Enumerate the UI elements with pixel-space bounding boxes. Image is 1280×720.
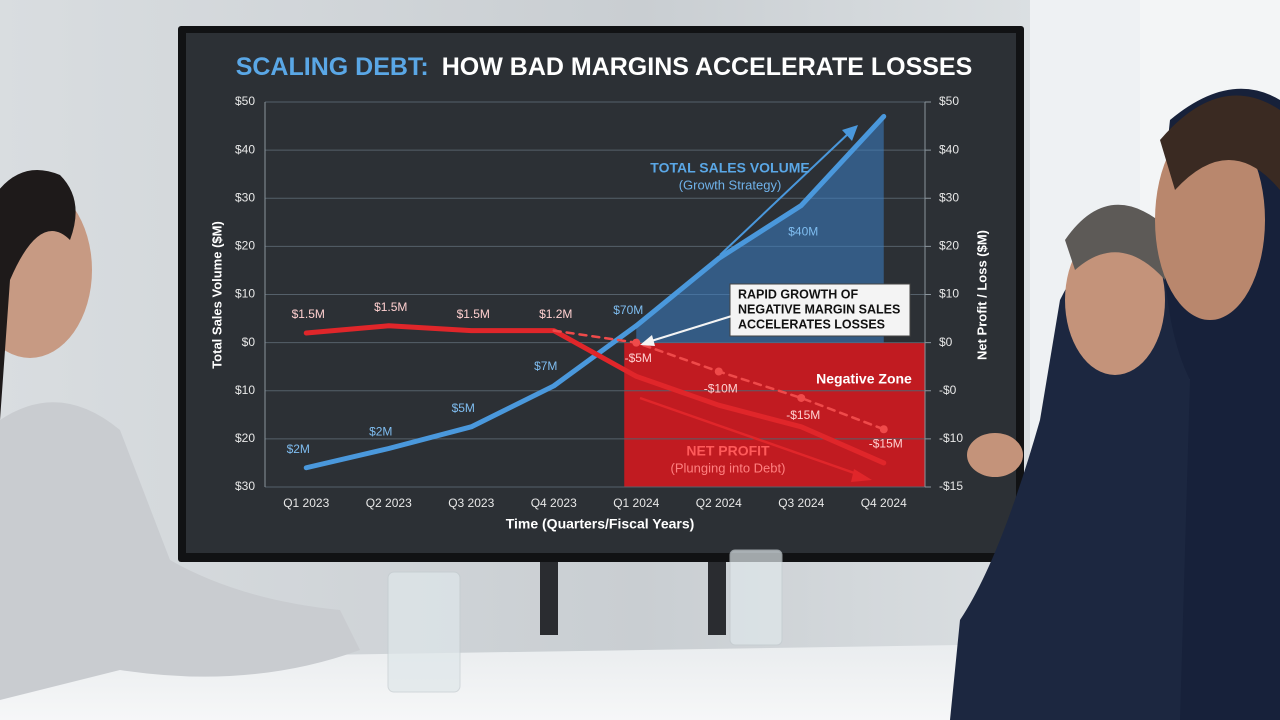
y2-tick-label: $10 bbox=[939, 287, 959, 301]
data-label: $2M bbox=[369, 425, 392, 439]
y-tick-label: $10 bbox=[235, 287, 255, 301]
y2-tick-label: $50 bbox=[939, 94, 959, 108]
sales-arrowhead bbox=[842, 125, 858, 141]
data-label: $40M bbox=[788, 225, 818, 239]
data-label: $70M bbox=[613, 303, 643, 317]
x-tick-label: Q3 2024 bbox=[778, 496, 824, 510]
x-tick-label: Q2 2023 bbox=[366, 496, 412, 510]
y2-tick-label: -$10 bbox=[939, 431, 963, 445]
data-label: -$10M bbox=[704, 382, 738, 396]
series-note: (Growth Strategy) bbox=[679, 177, 782, 192]
point bbox=[797, 393, 806, 402]
person-right-face bbox=[1065, 225, 1165, 375]
data-label: -$15M bbox=[869, 436, 903, 450]
callout-text: ACCELERATES LOSSES bbox=[738, 317, 885, 331]
y-tick-label: $20 bbox=[235, 239, 255, 253]
y2-axis-label: Net Profit / Loss ($M) bbox=[974, 230, 989, 360]
data-label: -$15M bbox=[786, 408, 820, 422]
person-far-right-hair bbox=[1160, 95, 1280, 190]
glass bbox=[729, 549, 783, 646]
stand bbox=[708, 555, 726, 635]
data-label: $1.5M bbox=[374, 300, 407, 314]
sales-arrow bbox=[719, 131, 851, 256]
series-name: TOTAL SALES VOLUME bbox=[650, 160, 809, 176]
data-label: -$5M bbox=[625, 351, 652, 365]
title-rest: HOW BAD MARGINS ACCELERATE LOSSES bbox=[442, 53, 973, 81]
point bbox=[879, 425, 888, 434]
y2-tick-label: $20 bbox=[939, 239, 959, 253]
data-label: $1.5M bbox=[292, 307, 325, 321]
loss-arrowhead bbox=[851, 469, 872, 482]
glass bbox=[387, 571, 461, 693]
line bbox=[303, 323, 887, 466]
person-left-body bbox=[0, 402, 360, 700]
data-label: $1.2M bbox=[539, 307, 572, 321]
chart: SCALING DEBT: HOW BAD MARGINS ACCELERATE… bbox=[209, 53, 989, 532]
callout-text: RAPID GROWTH OF bbox=[738, 287, 858, 301]
person-left-hair bbox=[0, 170, 76, 420]
callout-box bbox=[729, 283, 911, 337]
chart-title: SCALING DEBT: HOW BAD MARGINS ACCELERATE… bbox=[236, 53, 973, 81]
data-label: $5M bbox=[452, 401, 475, 415]
hand bbox=[967, 433, 1023, 477]
y-tick-label: $50 bbox=[235, 94, 255, 108]
person-right-hair bbox=[1065, 204, 1170, 280]
x-tick-label: Q2 2024 bbox=[696, 496, 742, 510]
callout-text: NEGATIVE MARGIN SALES bbox=[738, 302, 900, 316]
data-label: $2M bbox=[287, 442, 310, 456]
x-tick-label: Q3 2023 bbox=[448, 496, 494, 510]
x-tick-label: Q4 2023 bbox=[531, 496, 577, 510]
zone-label: Negative Zone bbox=[816, 371, 912, 387]
y2-tick-label: $30 bbox=[939, 190, 959, 204]
y-tick-label: $40 bbox=[235, 142, 255, 156]
series-name: NET PROFIT bbox=[686, 443, 770, 459]
stand bbox=[540, 555, 558, 635]
x-tick-label: Q4 2024 bbox=[861, 496, 907, 510]
y-tick-label: $10 bbox=[235, 383, 255, 397]
x-tick-label: Q1 2023 bbox=[283, 496, 329, 510]
y-tick-label: $0 bbox=[242, 335, 256, 349]
y-tick-label: $30 bbox=[235, 190, 255, 204]
point bbox=[632, 338, 641, 347]
y-axis-label: Total Sales Volume ($M) bbox=[209, 221, 224, 369]
y-tick-label: $20 bbox=[235, 431, 255, 445]
callout-arrowhead bbox=[640, 335, 655, 346]
title-lead: SCALING DEBT: bbox=[236, 53, 429, 81]
negative-zone bbox=[624, 342, 925, 487]
point bbox=[714, 367, 723, 376]
x-axis-label: Time (Quarters/Fiscal Years) bbox=[506, 516, 695, 532]
y2-tick-label: -$0 bbox=[939, 383, 957, 397]
data-label: $1.5M bbox=[457, 307, 490, 321]
data-label: $7M bbox=[534, 359, 557, 373]
series-note: (Plunging into Debt) bbox=[671, 460, 786, 475]
y-tick-label: $30 bbox=[235, 479, 255, 493]
loss-arrow bbox=[639, 396, 861, 477]
callout-arrow bbox=[647, 314, 736, 343]
x-tick-label: Q1 2024 bbox=[613, 496, 659, 510]
y2-tick-label: -$15 bbox=[939, 479, 963, 493]
y2-tick-label: $40 bbox=[939, 142, 959, 156]
y2-tick-label: $0 bbox=[939, 335, 953, 349]
